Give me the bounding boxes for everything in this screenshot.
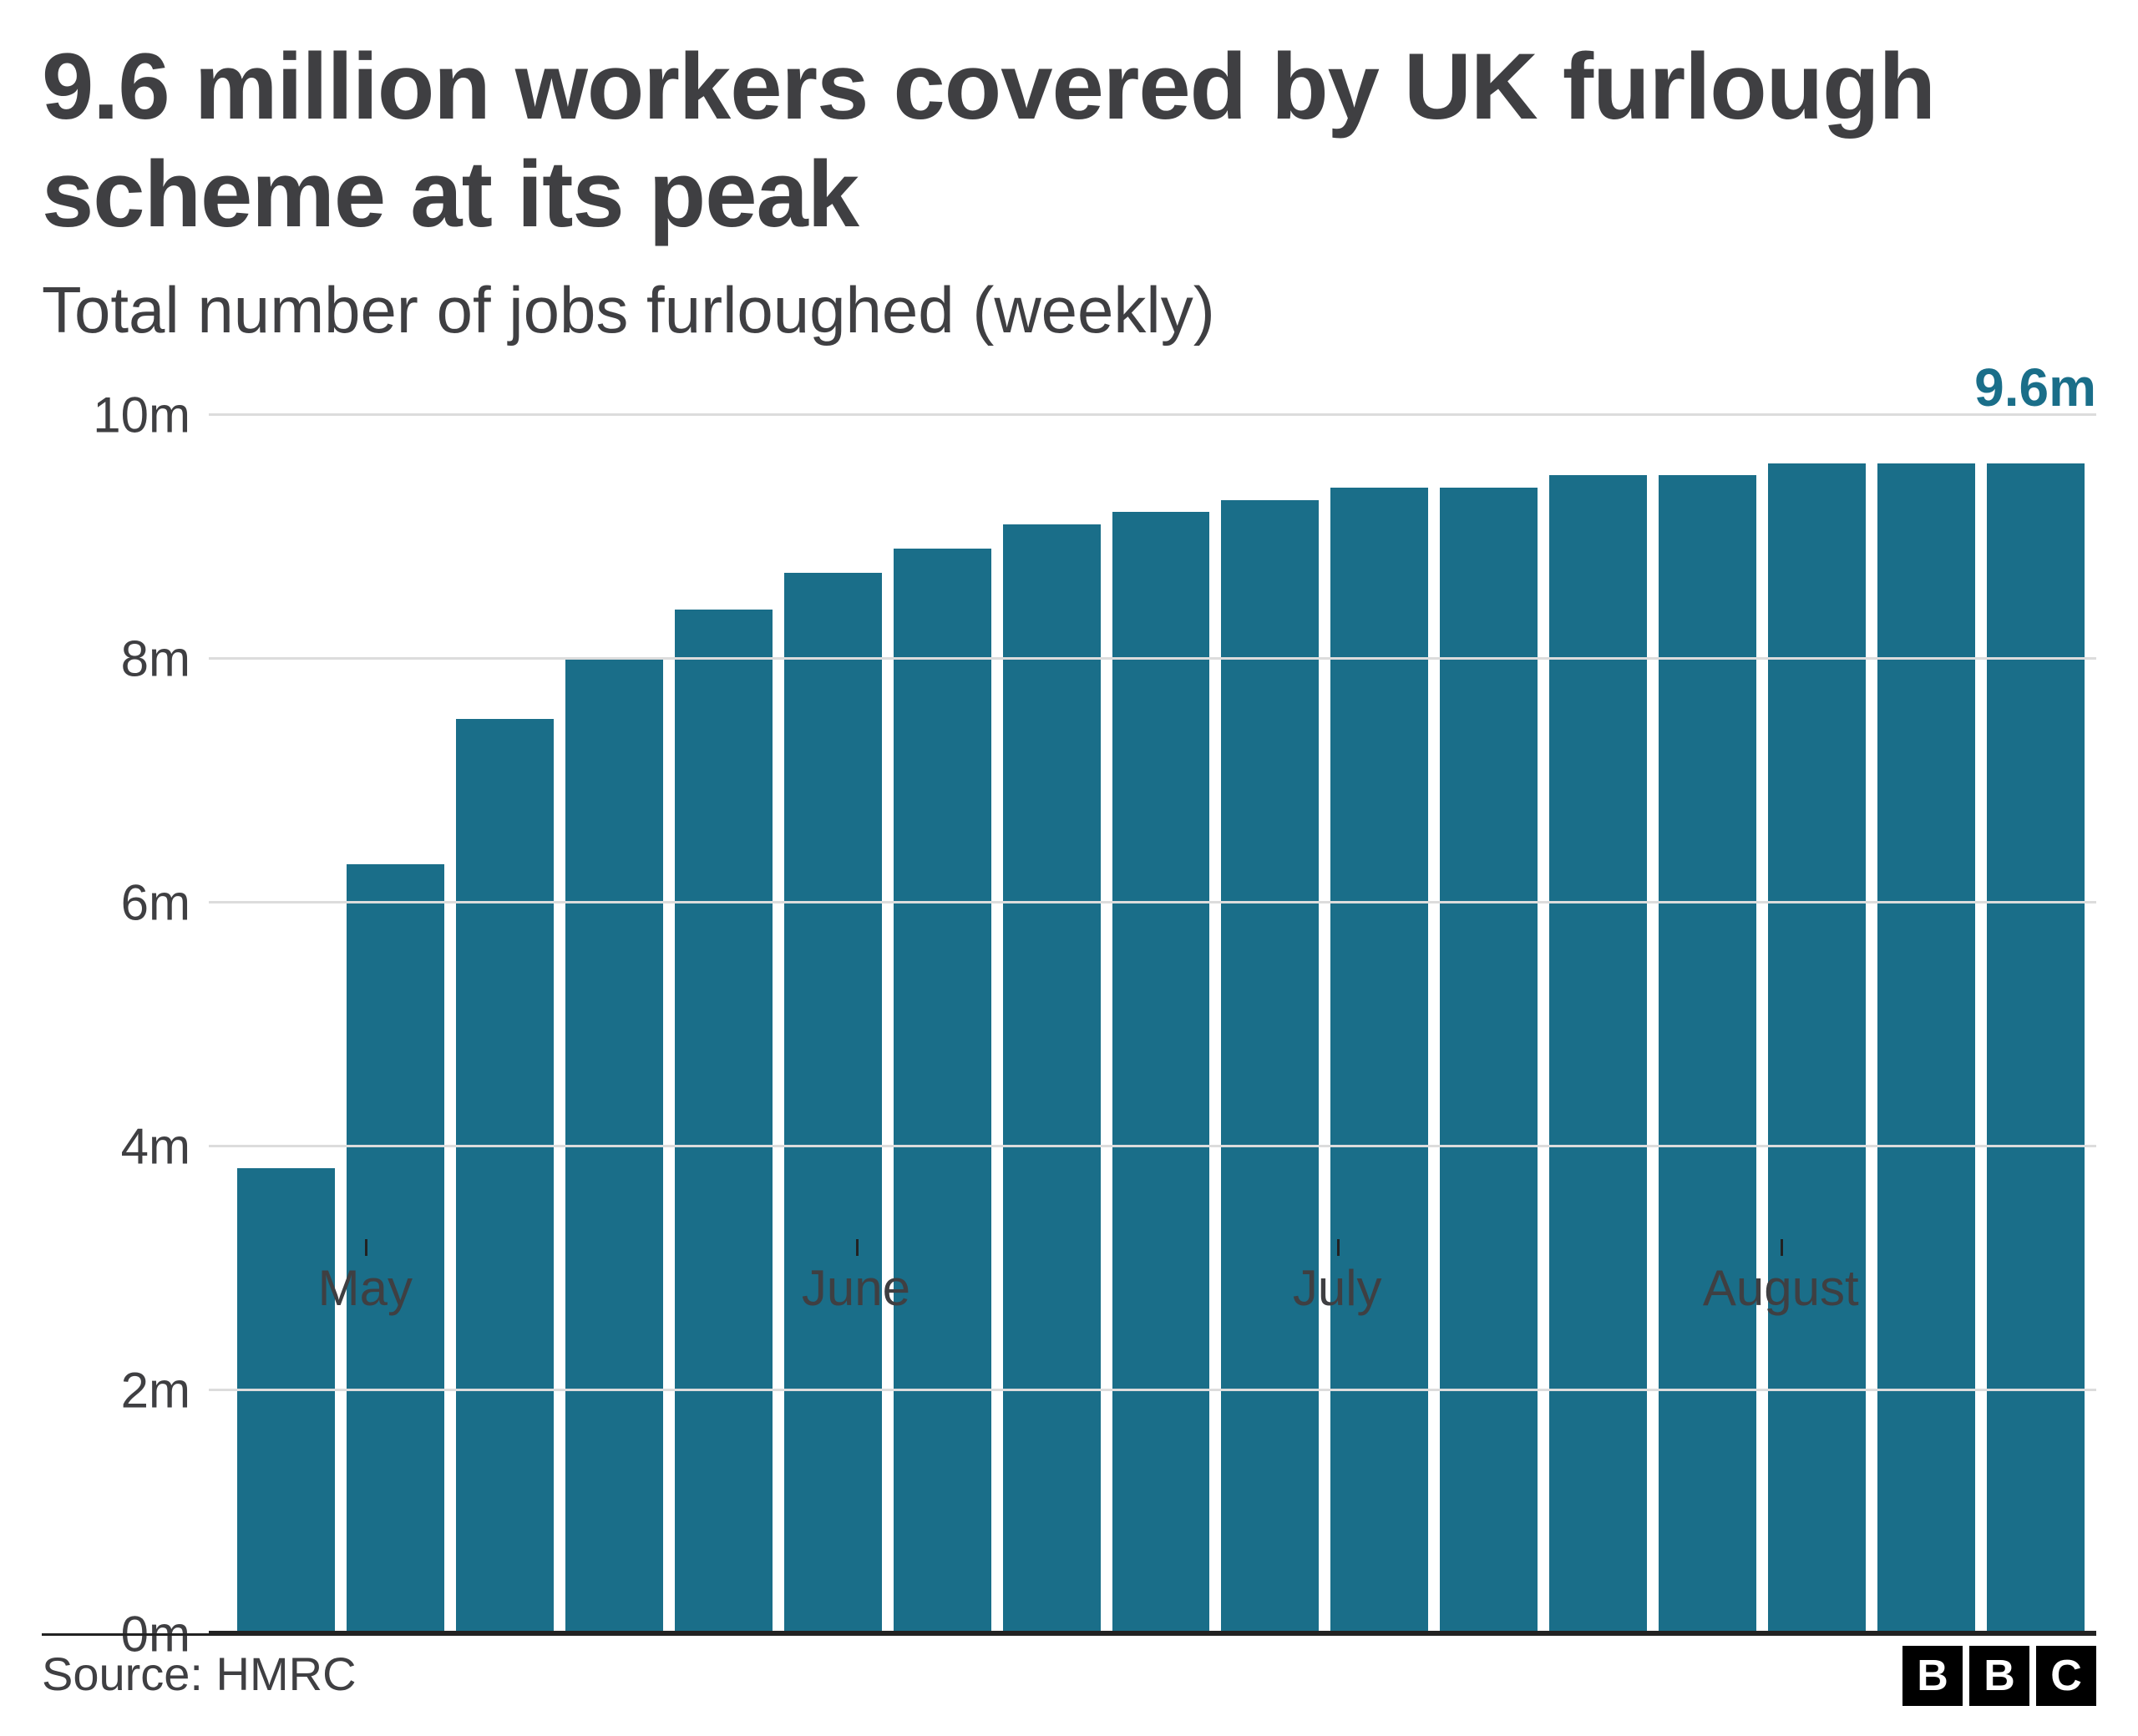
bar (1221, 500, 1319, 1631)
logo-letter: B (1902, 1646, 1963, 1706)
bar (1768, 463, 1866, 1631)
y-axis: 0m2m4m6m8m10m (42, 415, 209, 1634)
bar (1877, 463, 1975, 1631)
chart-title: 9.6 million workers covered by UK furlou… (42, 33, 2096, 249)
bar (894, 549, 991, 1631)
bar (237, 1168, 335, 1630)
bar (784, 573, 882, 1631)
x-tick (365, 1239, 367, 1256)
bar (1987, 463, 2085, 1631)
bar (1112, 512, 1210, 1631)
gridline (209, 1389, 2096, 1391)
y-tick-label: 6m (121, 873, 190, 931)
y-tick-label: 8m (121, 630, 190, 687)
chart-subtitle: Total number of jobs furloughed (weekly) (42, 272, 2096, 348)
y-tick-label: 10m (93, 386, 190, 443)
y-tick-label: 2m (121, 1361, 190, 1419)
x-axis: MayJuneJulyAugust (167, 1239, 2138, 1306)
x-tick (856, 1239, 859, 1256)
y-tick-label: 4m (121, 1117, 190, 1175)
bar (1549, 475, 1647, 1630)
gridline (209, 1145, 2096, 1147)
x-tick (1337, 1239, 1340, 1256)
logo-letter: B (1969, 1646, 2029, 1706)
gridline (209, 413, 2096, 416)
chart-area: 0m2m4m6m8m10m 9.6m (42, 415, 2096, 1634)
gridline (209, 657, 2096, 660)
peak-annotation: 9.6m (1974, 357, 2096, 418)
chart-page: 9.6 million workers covered by UK furlou… (0, 0, 2138, 1736)
logo-letter: C (2036, 1646, 2096, 1706)
x-tick-label: May (318, 1259, 413, 1317)
bar (456, 719, 554, 1631)
x-tick-label: July (1293, 1259, 1382, 1317)
bar (1659, 475, 1756, 1630)
x-tick-label: June (802, 1259, 910, 1317)
bbc-logo: BBC (1896, 1646, 2096, 1706)
x-tick (1781, 1239, 1783, 1256)
x-tick-label: August (1703, 1259, 1859, 1317)
footer-divider (42, 1633, 2096, 1636)
source-text: Source: HMRC (42, 1647, 357, 1701)
bars-container (209, 415, 2096, 1631)
plot-area (209, 415, 2096, 1634)
bar (675, 610, 773, 1631)
gridline (209, 901, 2096, 903)
bar (1003, 524, 1101, 1631)
